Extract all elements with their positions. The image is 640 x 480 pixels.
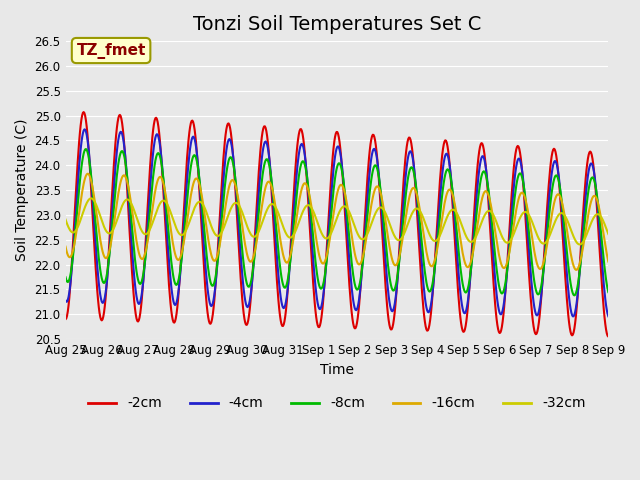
-4cm	[128, 245, 136, 251]
-4cm	[604, 313, 612, 319]
-32cm	[88, 195, 95, 201]
-32cm	[212, 232, 220, 238]
Title: Tonzi Soil Temperatures Set C: Tonzi Soil Temperatures Set C	[193, 15, 481, 34]
-32cm	[604, 231, 612, 237]
-8cm	[212, 273, 220, 278]
-8cm	[570, 292, 578, 298]
-8cm	[404, 179, 412, 184]
-16cm	[84, 171, 92, 177]
-2cm	[212, 279, 220, 285]
-16cm	[128, 207, 136, 213]
-8cm	[420, 256, 428, 262]
-2cm	[72, 199, 79, 204]
-8cm	[61, 275, 69, 280]
Y-axis label: Soil Temperature (C): Soil Temperature (C)	[15, 119, 29, 261]
-32cm	[404, 222, 412, 228]
-4cm	[569, 313, 577, 319]
-32cm	[72, 228, 79, 234]
-16cm	[212, 257, 220, 263]
-4cm	[404, 157, 412, 163]
X-axis label: Time: Time	[320, 362, 354, 376]
-2cm	[183, 155, 191, 160]
-4cm	[420, 280, 428, 286]
-16cm	[183, 218, 191, 224]
-32cm	[61, 216, 69, 222]
-2cm	[128, 268, 136, 274]
-32cm	[576, 241, 584, 247]
-2cm	[404, 139, 412, 145]
-32cm	[128, 202, 136, 208]
Legend: -2cm, -4cm, -8cm, -16cm, -32cm: -2cm, -4cm, -8cm, -16cm, -32cm	[83, 391, 591, 416]
-4cm	[183, 177, 191, 183]
Line: -2cm: -2cm	[65, 112, 608, 336]
-4cm	[61, 298, 69, 303]
Text: TZ_fmet: TZ_fmet	[76, 43, 146, 59]
-16cm	[72, 236, 79, 241]
-2cm	[61, 316, 69, 322]
Line: -8cm: -8cm	[65, 149, 608, 295]
Line: -4cm: -4cm	[65, 130, 608, 316]
-8cm	[72, 229, 79, 235]
-16cm	[404, 204, 412, 209]
-8cm	[128, 225, 136, 231]
-8cm	[82, 146, 90, 152]
-16cm	[61, 244, 69, 250]
-16cm	[420, 230, 428, 236]
Line: -32cm: -32cm	[65, 198, 608, 244]
Line: -16cm: -16cm	[65, 174, 608, 270]
-32cm	[183, 225, 191, 231]
-32cm	[420, 215, 428, 221]
-16cm	[604, 259, 612, 264]
-4cm	[212, 279, 220, 285]
-8cm	[604, 289, 612, 295]
-8cm	[183, 198, 191, 204]
-2cm	[80, 109, 88, 115]
-4cm	[72, 216, 79, 222]
-2cm	[420, 305, 428, 311]
-4cm	[81, 127, 88, 132]
-2cm	[604, 334, 612, 339]
-16cm	[573, 267, 580, 273]
